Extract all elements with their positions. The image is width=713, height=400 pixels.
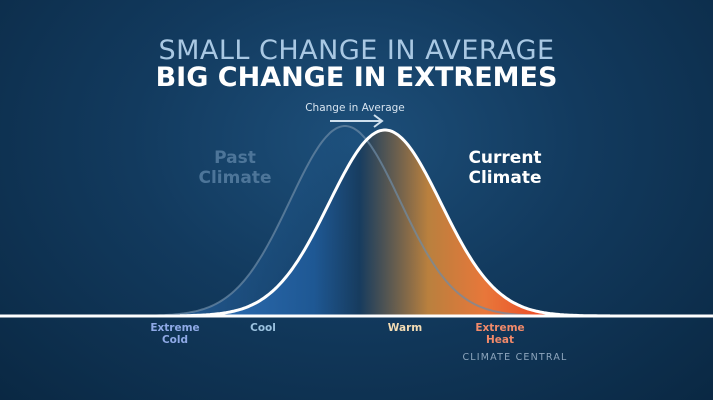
past-label-line1: Past xyxy=(214,148,256,168)
warm-label: Warm xyxy=(387,322,423,334)
current-climate-label: Current Climate xyxy=(455,148,555,188)
current-climate-area xyxy=(180,130,610,316)
extreme-cold-label: Extreme Cold xyxy=(150,322,200,346)
current-climate-curve xyxy=(179,128,610,318)
current-label-line1: Current xyxy=(468,148,542,168)
arrow-right-icon xyxy=(330,114,384,128)
title-line-1: SMALL CHANGE IN AVERAGE xyxy=(158,35,555,66)
extreme-heat-label: Extreme Heat xyxy=(475,322,525,346)
current-label-line2: Climate xyxy=(468,168,542,188)
past-climate-label: Past Climate xyxy=(195,148,275,188)
title-line-2: BIG CHANGE IN EXTREMES xyxy=(155,62,558,93)
past-label-line2: Climate xyxy=(198,168,272,188)
past-climate-curve xyxy=(140,125,560,317)
brand-text: CLIMATE CENTRAL xyxy=(462,352,568,363)
cool-label: Cool xyxy=(250,322,276,334)
climate-central-logo: CLIMATE CENTRAL xyxy=(440,352,590,363)
change-in-average-label: Change in Average xyxy=(305,102,405,114)
